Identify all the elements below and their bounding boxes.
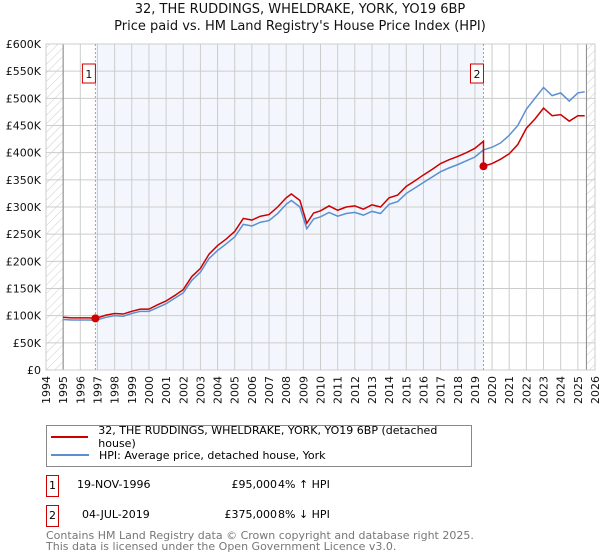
y-tick-label: £450K — [6, 120, 42, 133]
sale-hpi-diff: 4% ↑ HPI — [278, 478, 330, 491]
x-tick-label: 2002 — [177, 376, 190, 404]
x-tick-label: 2000 — [143, 376, 156, 404]
legend-property: 32, THE RUDDINGS, WHELDRAKE, YORK, YO19 … — [98, 424, 438, 450]
sale-date: 19-NOV-1996 — [77, 478, 151, 491]
x-tick-label: 2012 — [349, 376, 362, 404]
x-tick-label: 2001 — [160, 376, 173, 404]
chart-subtitle: Price paid vs. HM Land Registry's House … — [114, 19, 486, 34]
legend: 32, THE RUDDINGS, WHELDRAKE, YORK, YO19 … — [46, 424, 472, 467]
legend-red-line — [51, 436, 89, 438]
legend-blue-line — [51, 454, 89, 456]
footer: Contains HM Land Registry data © Crown c… — [46, 530, 474, 552]
x-tick-label: 2020 — [486, 376, 499, 404]
chart-title: 32, THE RUDDINGS, WHELDRAKE, YORK, YO19 … — [134, 2, 466, 17]
x-tick-label: 1994 — [40, 376, 53, 404]
y-tick-label: £250K — [6, 228, 42, 241]
sale-price: £95,000 — [231, 478, 278, 491]
y-tick-label: £400K — [6, 147, 42, 160]
x-tick-label: 1995 — [57, 376, 70, 404]
footer-line-2: This data is licensed under the Open Gov… — [46, 540, 397, 553]
hpi-series-line — [63, 86, 585, 322]
x-tick-label: 2018 — [452, 376, 465, 404]
x-tick-label: 2006 — [246, 376, 259, 404]
sale-price: £375,000 — [224, 508, 278, 521]
x-tick-label: 2009 — [297, 376, 310, 404]
x-tick-label: 1996 — [74, 376, 87, 404]
x-tick-label: 2008 — [280, 376, 293, 404]
sale-point — [479, 162, 488, 171]
x-tick-label: 2017 — [435, 376, 448, 404]
sale-label-box — [469, 63, 484, 84]
x-tick-label: 2019 — [469, 376, 482, 404]
plot-area: 1994 1995 1996 1997 1998 1999 2000 2001 2002 2003… — [6, 38, 600, 404]
sale-label-box — [81, 63, 96, 84]
x-tick-label: 2026 — [589, 376, 600, 404]
x-tick-label: 2025 — [572, 376, 585, 404]
x-tick-label: 2007 — [263, 376, 276, 404]
x-tick-label: 2004 — [212, 376, 225, 404]
x-tick-label: 1997 — [91, 376, 104, 404]
sale-label: 1 — [85, 68, 92, 81]
sale-badge: 1 — [46, 475, 59, 497]
x-tick-label: 2021 — [503, 376, 516, 404]
y-tick-label: £500K — [6, 92, 42, 105]
x-tick-label: 1998 — [109, 376, 122, 404]
legend-hpi: HPI: Average price, detached house, York — [99, 448, 326, 462]
x-tick-label: 2005 — [229, 376, 242, 404]
plot-border — [45, 43, 596, 371]
sale-row-1: 1 19-NOV-1996 £95,000 4% ↑ HPI — [46, 475, 446, 497]
footer-line-1: Contains HM Land Registry data © Crown c… — [46, 529, 474, 542]
x-tick-label: 2015 — [400, 376, 413, 404]
sale-date: 04-JUL-2019 — [82, 508, 150, 521]
y-tick-label: £150K — [6, 283, 42, 296]
x-tick-label: 1999 — [126, 376, 139, 404]
x-tick-label: 2014 — [383, 376, 396, 404]
y-tick-label: £350K — [6, 174, 42, 187]
y-tick-label: £550K — [6, 65, 42, 78]
sale-row-2: 2 04-JUL-2019 £375,000 8% ↓ HPI — [46, 505, 446, 527]
x-tick-label: 2016 — [417, 376, 430, 404]
x-tick-label: 2023 — [538, 376, 551, 404]
x-tick-label: 2022 — [520, 376, 533, 404]
x-tick-label: 2011 — [332, 376, 345, 404]
y-tick-label: £200K — [6, 255, 42, 268]
sale-badge: 2 — [46, 505, 59, 527]
property-series-line — [63, 107, 585, 320]
y-tick-label: £50K — [13, 337, 42, 350]
y-tick-label: £100K — [6, 310, 42, 323]
sale-label: 2 — [473, 68, 480, 81]
x-tick-label: 2010 — [315, 376, 328, 404]
y-tick-label: £0 — [27, 364, 41, 377]
y-tick-label: £300K — [6, 201, 42, 214]
x-tick-label: 2013 — [366, 376, 379, 404]
sale-hpi-diff: 8% ↓ HPI — [278, 508, 330, 521]
sale-point — [91, 314, 100, 323]
x-tick-label: 2003 — [194, 376, 207, 404]
x-tick-label: 2024 — [555, 376, 568, 404]
y-tick-label: £600K — [6, 38, 42, 51]
